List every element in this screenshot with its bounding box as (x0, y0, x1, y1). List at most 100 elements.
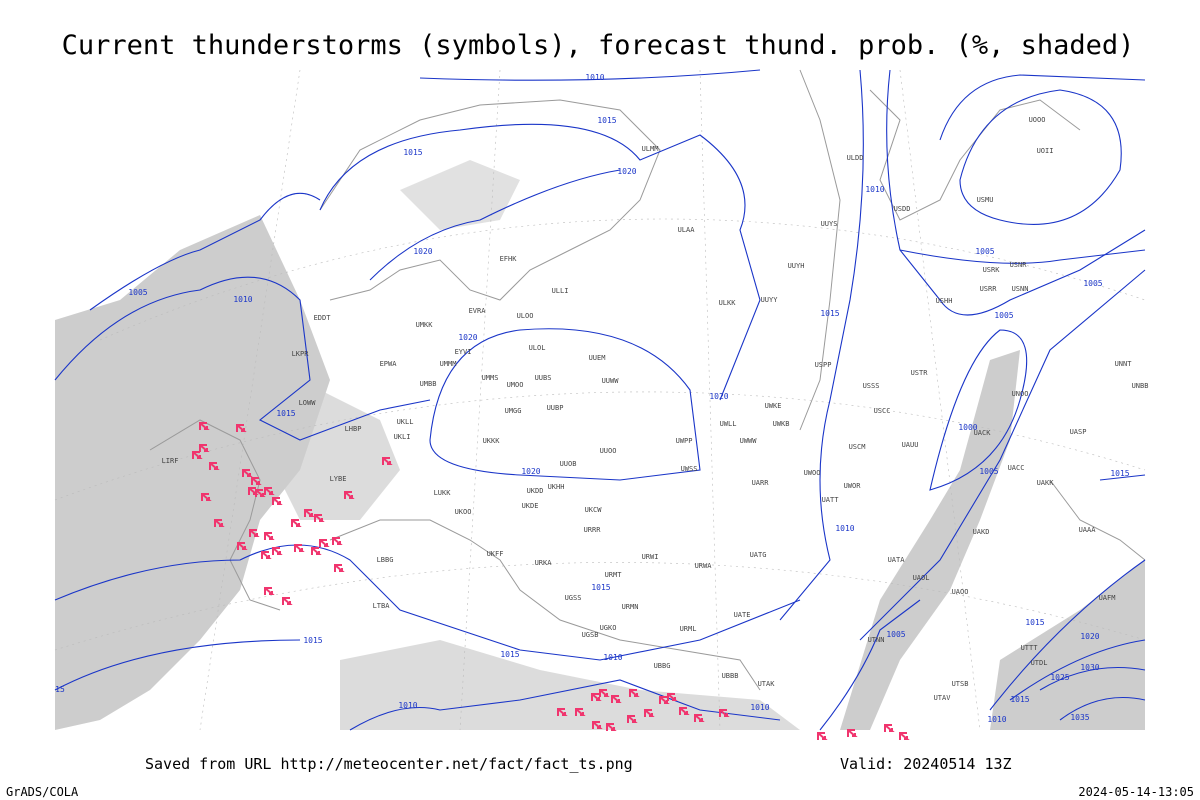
station-code: UATE (734, 611, 751, 619)
station-code: UKDD (527, 487, 544, 495)
station-code: USTR (911, 369, 929, 377)
station-code: UWOO (804, 469, 821, 477)
station-code: UATA (888, 556, 906, 564)
thunderstorm-symbol (236, 424, 247, 432)
station-code: UAOO (952, 588, 969, 596)
station-code: ULOO (517, 312, 534, 320)
thunderstorm-symbol (201, 493, 212, 501)
station-code: UKLI (394, 433, 411, 441)
thunderstorm-symbol (344, 491, 355, 499)
thunderstorm-symbol (304, 509, 315, 517)
isobar-labels: 1010 1015 1015 1020 1020 1010 1005 1020 1015 1020… (55, 73, 1130, 724)
station-code: LOWW (299, 399, 317, 407)
station-code: UOII (1037, 147, 1054, 155)
isobar-label: 1010 (750, 703, 769, 712)
station-code: UNNT (1115, 360, 1133, 368)
station-code: UKDE (522, 502, 539, 510)
station-code: USRK (983, 266, 1001, 274)
isobar-label: 1015 (276, 409, 295, 418)
isobar-label: 1015 (303, 636, 322, 645)
graticule (54, 69, 1146, 731)
isobar-label: 1020 (413, 247, 432, 256)
station-code: UUBP (547, 404, 564, 412)
station-code: UACC (1008, 464, 1025, 472)
isobar-label: 1005 (1083, 279, 1102, 288)
isobar-label: 1020 (617, 167, 636, 176)
station-code: UTDL (1031, 659, 1048, 667)
station-code: UUWW (602, 377, 620, 385)
station-code: ULKK (719, 299, 737, 307)
station-code: UKLL (397, 418, 414, 426)
station-code: LHBP (345, 425, 362, 433)
station-code: USCM (849, 443, 866, 451)
station-code: USHH (936, 297, 953, 305)
station-code: UWKE (765, 402, 782, 410)
thunderstorm-symbol (591, 693, 602, 701)
thunderstorm-symbol (817, 732, 828, 740)
station-code: ULOL (529, 344, 546, 352)
thunderstorm-symbol (899, 732, 910, 740)
station-code: UBBG (654, 662, 671, 670)
thunderstorm-symbols (192, 422, 910, 740)
thunderstorm-symbol (627, 715, 638, 723)
station-code: ULMM (642, 145, 659, 153)
station-code: LYBE (330, 475, 347, 483)
station-code: UKHH (548, 483, 565, 491)
isobar-label: 1005 (886, 630, 905, 639)
station-code: UNBB (1132, 382, 1149, 390)
isobar-label: 1030 (1080, 663, 1099, 672)
station-code: UMGG (505, 407, 522, 415)
thunderstorm-symbol (644, 709, 655, 717)
thunderstorm-symbol (667, 693, 678, 701)
station-code: LTBA (373, 602, 391, 610)
station-code: EDDT (314, 314, 332, 322)
station-code: UAAA (1079, 526, 1097, 534)
isobar-label: 1020 (458, 333, 477, 342)
thunderstorm-symbol (294, 544, 305, 552)
station-code: UWPP (676, 437, 693, 445)
thunderstorm-symbol (592, 721, 603, 729)
station-code: UMMS (482, 374, 499, 382)
thunderstorm-symbol (264, 487, 275, 495)
station-code: URMN (622, 603, 639, 611)
thunderstorm-symbol (629, 689, 640, 697)
station-code: UUYH (788, 262, 805, 270)
thunderstorm-symbol (694, 714, 705, 722)
isobar-label: 15 (55, 685, 65, 694)
isobar-label: 1015 (820, 309, 839, 318)
station-code: USNR (1010, 261, 1028, 269)
station-code: UARR (752, 479, 770, 487)
isobar-label: 1010 (233, 295, 252, 304)
isobar-label: 1010 (398, 701, 417, 710)
station-code: ULDD (847, 154, 864, 162)
station-code: UAFM (1099, 594, 1116, 602)
station-code: URRR (584, 526, 602, 534)
station-code: UMKK (416, 321, 434, 329)
isobar-label: 1005 (979, 467, 998, 476)
station-code: UUYY (761, 296, 779, 304)
isobars (54, 69, 1146, 731)
thunderstorm-symbol (314, 514, 325, 522)
station-code: LIRF (162, 457, 179, 465)
station-code: UOOO (1029, 116, 1046, 124)
thunderstorm-symbol (606, 723, 617, 731)
thunderstorm-symbol (679, 707, 690, 715)
station-code: URMT (605, 571, 623, 579)
station-code: URWA (695, 562, 713, 570)
station-code: USNN (1012, 285, 1029, 293)
source-url: Saved from URL http://meteocenter.net/fa… (145, 755, 633, 773)
thunderstorm-symbol (199, 422, 210, 430)
station-code: UUOO (600, 447, 617, 455)
thunderstorm-symbol (237, 542, 248, 550)
station-code: UTAK (758, 680, 776, 688)
thunderstorm-symbol (599, 689, 610, 697)
thunderstorm-symbol (199, 444, 210, 452)
station-code: UKFF (487, 550, 504, 558)
thunderstorm-symbol (282, 597, 293, 605)
station-code: UMOO (507, 381, 524, 389)
station-code: UUBS (535, 374, 552, 382)
isobar-label: 1005 (994, 311, 1013, 320)
isobar-label: 1015 (591, 583, 610, 592)
station-code: UMBB (420, 380, 437, 388)
